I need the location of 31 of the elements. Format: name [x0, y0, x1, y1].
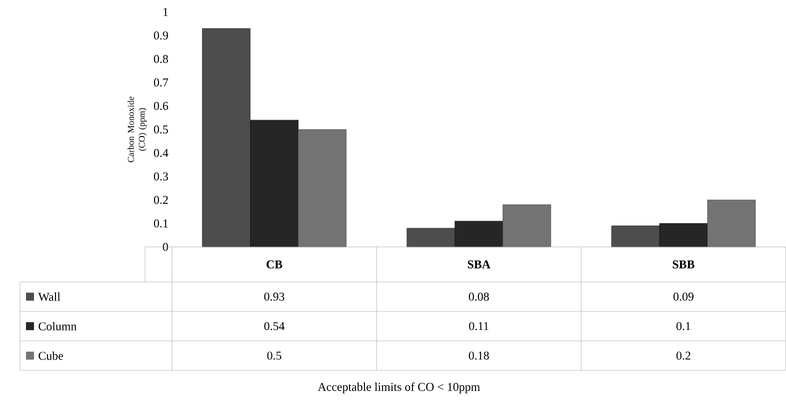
y-tick-label: 0.8	[154, 54, 168, 64]
bar	[298, 129, 346, 248]
y-tick-label: 0.6	[154, 102, 168, 110]
data-label: 0.11	[469, 322, 488, 330]
bar	[707, 200, 756, 248]
data-label: 0.08	[468, 292, 489, 301]
x-tick-label: SBA	[468, 260, 490, 268]
x-tick-label: SBB	[672, 260, 694, 268]
y-tick-label: 1	[164, 8, 168, 16]
data-label: 0.09	[673, 292, 694, 301]
data-label: 0.93	[264, 292, 284, 301]
legend-label: Column	[38, 322, 77, 330]
y-tick-label: 0.1	[154, 219, 168, 228]
text: Acceptable limits of CO < 10ppm	[318, 382, 480, 394]
data-label: 0.1	[676, 322, 690, 330]
data-label: 0.18	[468, 352, 489, 360]
data-label: 0.2	[676, 352, 690, 360]
y-tick-label: 0.4	[154, 148, 168, 158]
y-tick-label: 0.7	[154, 78, 168, 87]
y-tick-label: 0.3	[154, 172, 168, 181]
legend-label: Wall	[38, 292, 60, 301]
data-label: 0.54	[264, 322, 285, 330]
data-label: 0.5	[267, 352, 282, 360]
y-axis-title: Carbon Monoxide (CO) (ppm)	[128, 96, 147, 162]
y-tick-label: 0.5	[154, 125, 168, 134]
y-tick-label: 0	[162, 242, 168, 252]
legend-label: Cube	[38, 351, 64, 360]
y-tick-label: 0.9	[154, 31, 168, 40]
x-tick-label: CB	[266, 260, 282, 268]
y-tick-label: 0.2	[154, 196, 168, 204]
bar	[502, 204, 552, 248]
